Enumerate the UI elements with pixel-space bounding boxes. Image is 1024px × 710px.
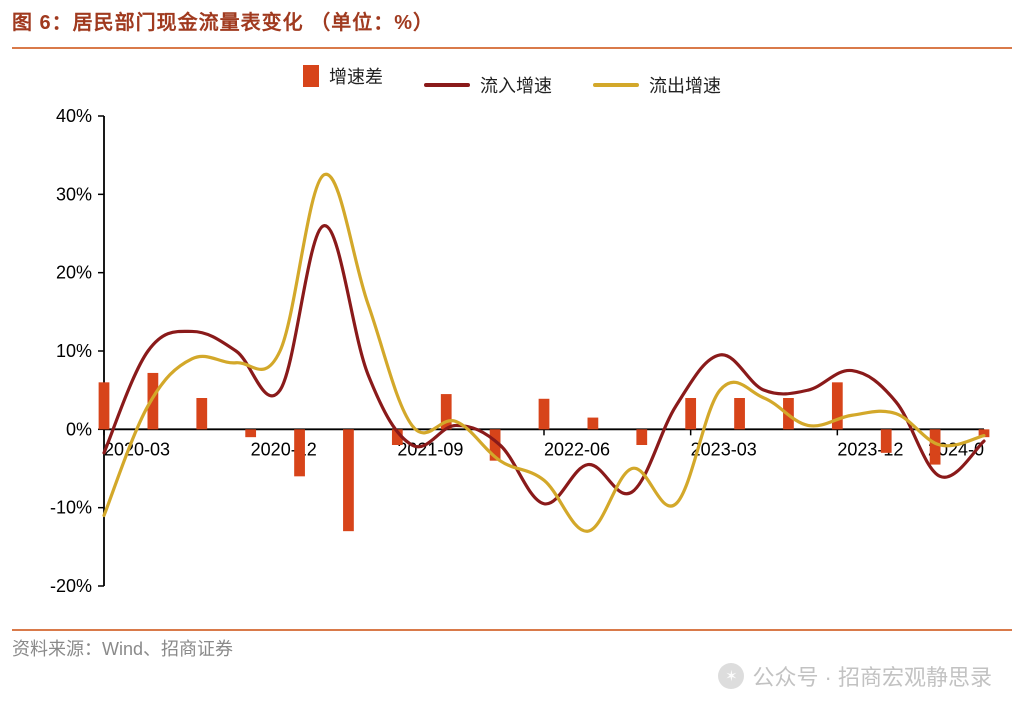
svg-text:2023-12: 2023-12	[837, 439, 903, 459]
chart-svg: -20%-10%0%10%20%30%40%2020-032020-122021…	[20, 108, 1004, 616]
legend-swatch-line2	[593, 83, 639, 87]
svg-text:20%: 20%	[56, 263, 92, 283]
source-text: 资料来源：Wind、招商证券	[0, 631, 1024, 661]
chart-title: 图 6：居民部门现金流量表变化 （单位：%）	[12, 12, 434, 34]
legend-swatch-bar	[303, 65, 319, 87]
svg-text:2020-03: 2020-03	[104, 439, 170, 459]
legend-label-bar: 增速差	[329, 63, 383, 89]
legend-label-line2: 流出增速	[649, 72, 721, 98]
legend-item-line2: 流出增速	[593, 72, 721, 98]
svg-text:-20%: -20%	[50, 576, 92, 596]
legend-item-bar: 增速差	[303, 63, 383, 89]
svg-text:0%: 0%	[66, 419, 92, 439]
svg-text:2020-12: 2020-12	[251, 439, 317, 459]
legend-swatch-line1	[424, 83, 470, 87]
chart-area: -20%-10%0%10%20%30%40%2020-032020-122021…	[20, 108, 1004, 621]
svg-text:-10%: -10%	[50, 498, 92, 518]
legend: 增速差 流入增速 流出增速	[0, 49, 1024, 104]
svg-text:10%: 10%	[56, 341, 92, 361]
watermark: ✶ 公众号 · 招商宏观静思录	[718, 660, 992, 692]
wechat-icon: ✶	[718, 663, 744, 689]
legend-item-line1: 流入增速	[424, 72, 552, 98]
svg-text:2022-06: 2022-06	[544, 439, 610, 459]
legend-label-line1: 流入增速	[480, 72, 552, 98]
watermark-text: 公众号 · 招商宏观静思录	[752, 660, 992, 692]
svg-text:40%: 40%	[56, 108, 92, 126]
svg-text:30%: 30%	[56, 184, 92, 204]
